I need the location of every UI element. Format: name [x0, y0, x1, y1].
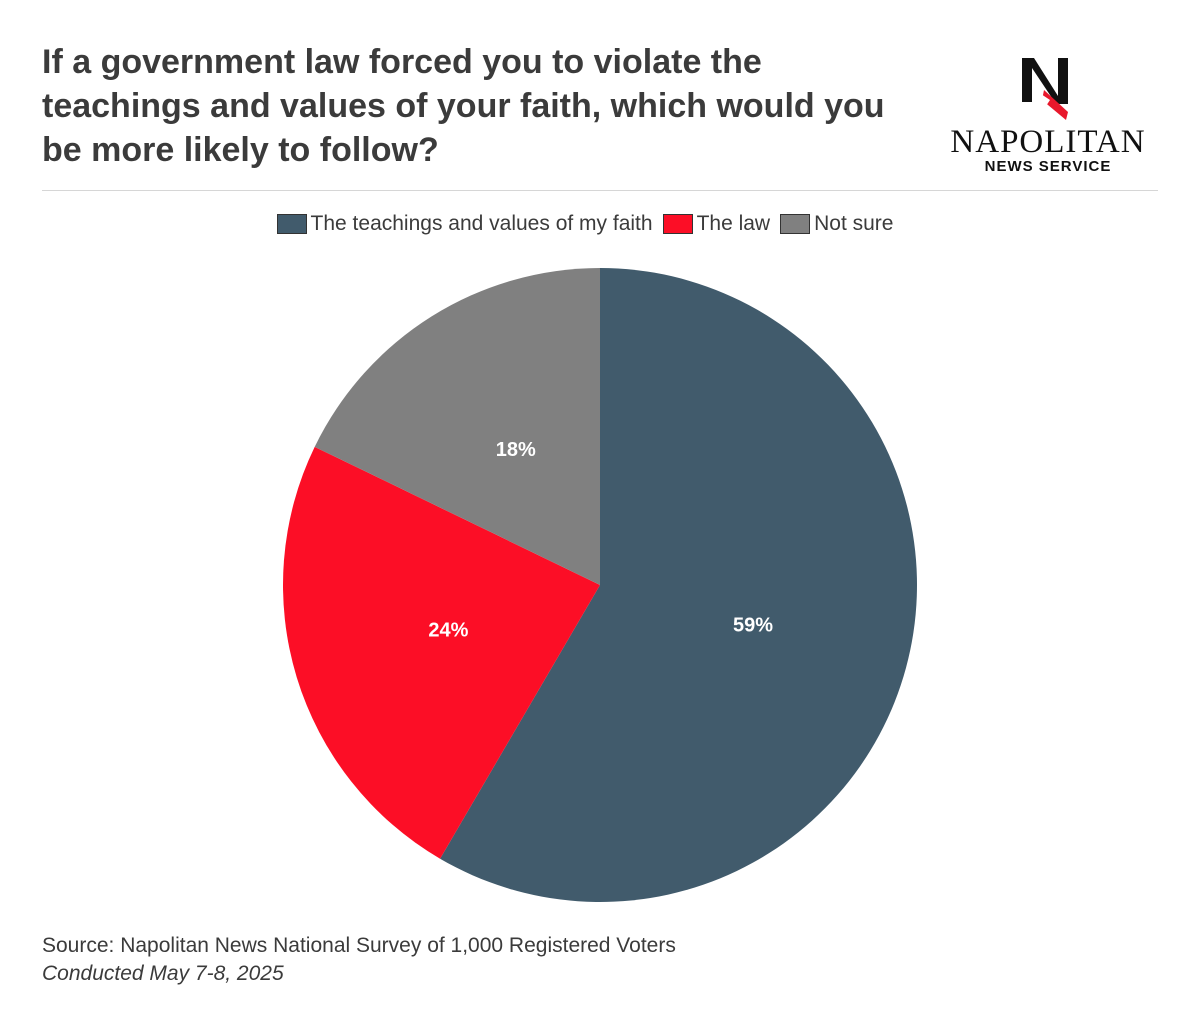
source-note: Source: Napolitan News National Survey o…	[42, 934, 676, 957]
napolitan-n-mark-icon	[1022, 58, 1068, 120]
legend-swatch	[662, 214, 693, 234]
napolitan-logo: NAPOLITAN NEWS SERVICE	[940, 52, 1156, 182]
legend-label: The law	[696, 212, 771, 235]
legend-item: The teachings and values of my faith	[276, 212, 653, 236]
pie-slices	[282, 268, 917, 903]
pie-slice-labels: 59% 24% 18%	[428, 439, 773, 641]
conducted-date: Conducted May 7-8, 2025	[42, 962, 284, 985]
pie-slice-label: 24%	[428, 619, 468, 641]
pie-slice	[314, 268, 600, 585]
legend-label: The teachings and values of my faith	[310, 212, 653, 235]
chart-title: If a government law forced you to violat…	[42, 43, 885, 169]
legend-item: Not sure	[780, 212, 893, 236]
pie-slice-label: 59%	[733, 615, 773, 637]
pie-slice-label: 18%	[496, 439, 536, 461]
header-divider	[42, 190, 1158, 191]
pie-slice	[282, 446, 600, 859]
pie-slice	[440, 268, 917, 903]
logo-wordmark: NAPOLITAN	[950, 124, 1146, 160]
logo-subtitle: NEWS SERVICE	[984, 158, 1112, 175]
legend-item: The law	[662, 212, 771, 236]
chart-legend: The teachings and values of my faith The …	[0, 212, 1170, 236]
legend-swatch	[780, 214, 811, 234]
legend-label: Not sure	[814, 212, 894, 235]
legend-swatch	[276, 214, 307, 234]
